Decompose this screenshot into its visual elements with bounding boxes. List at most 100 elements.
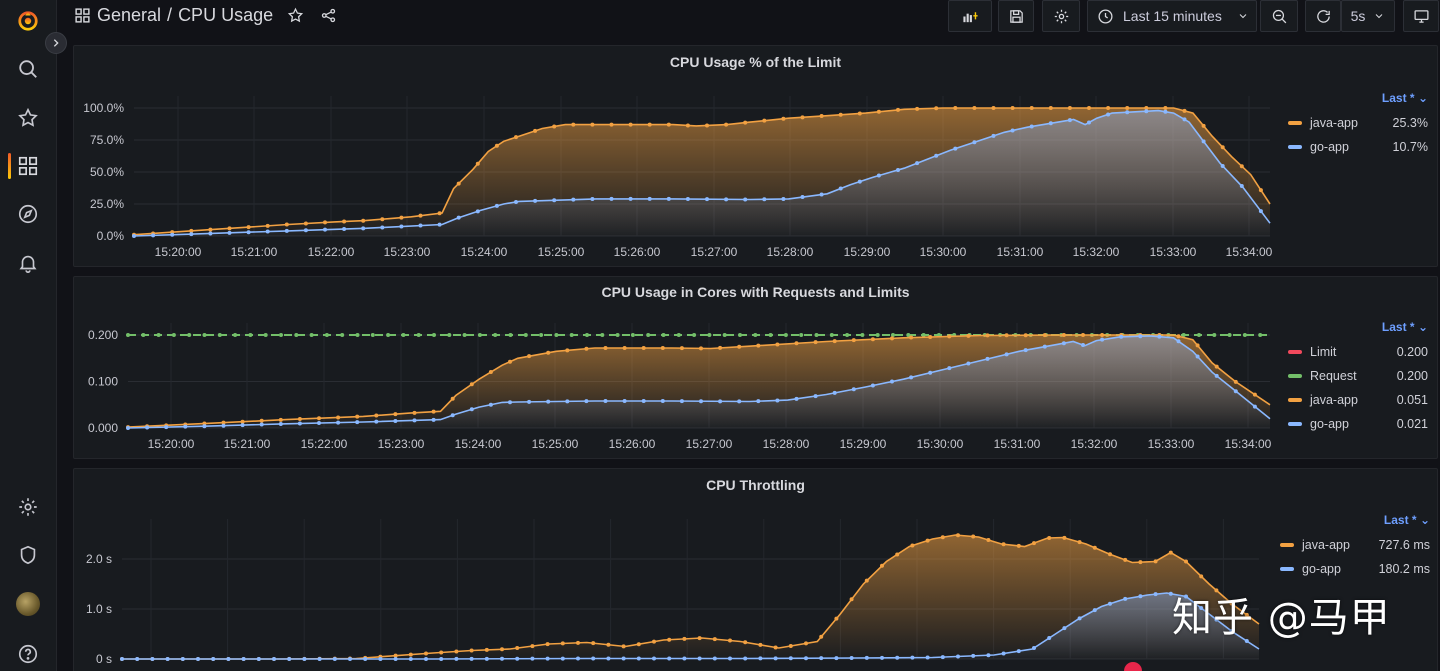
- data-point: [1138, 594, 1143, 599]
- data-point: [284, 222, 289, 227]
- data-point: [1244, 612, 1249, 617]
- data-point: [813, 394, 818, 399]
- data-point: [1119, 334, 1124, 339]
- panel-title[interactable]: CPU Usage % of the Limit: [669, 54, 842, 70]
- x-tick-label: 15:26:00: [614, 245, 661, 259]
- legend-item[interactable]: Limit 0.200: [1288, 340, 1428, 364]
- bell-icon[interactable]: [14, 249, 42, 277]
- dashboards-icon[interactable]: [14, 152, 42, 180]
- legend-sort-header[interactable]: Last * ⌄: [1381, 320, 1428, 334]
- x-tick-label: 15:28:00: [767, 245, 814, 259]
- grafana-logo-icon[interactable]: [14, 7, 42, 35]
- expand-sidebar-button[interactable]: [45, 32, 67, 54]
- data-point: [494, 143, 499, 148]
- panel-cpu-cores[interactable]: CPU Usage in Cores with Requests and Lim…: [73, 276, 1438, 459]
- data-point: [241, 657, 246, 661]
- refresh-button[interactable]: [1305, 0, 1341, 32]
- data-point: [323, 220, 327, 225]
- legend-sort-header[interactable]: Last * ⌄: [1383, 513, 1430, 527]
- legend-item[interactable]: Request 0.200: [1288, 364, 1428, 388]
- data-point: [297, 417, 302, 422]
- x-tick-label: 15:34:00: [1225, 437, 1272, 451]
- panel-cpu-usage-percent[interactable]: CPU Usage % of the Limit 0.0% 25.0% 50.0% 7…: [73, 45, 1438, 267]
- data-point: [569, 333, 574, 337]
- data-point: [646, 333, 651, 337]
- data-point: [336, 420, 341, 425]
- data-point: [208, 227, 213, 232]
- x-tick-label: 15:31:00: [997, 245, 1044, 259]
- data-point: [560, 656, 565, 661]
- data-point: [925, 538, 930, 543]
- star-icon[interactable]: [14, 104, 42, 132]
- data-point: [1004, 352, 1009, 357]
- data-point: [834, 656, 839, 661]
- legend-item[interactable]: go-app 0.021: [1288, 412, 1428, 436]
- time-picker-button[interactable]: Last 15 minutes: [1087, 0, 1257, 32]
- panel-cpu-throttling[interactable]: CPU Throttling 0 s 1.0 s 2.0 s Last * ⌄ ja…: [73, 468, 1438, 671]
- data-point: [753, 333, 758, 337]
- legend-item[interactable]: java-app 0.051: [1288, 388, 1428, 412]
- data-point: [508, 359, 512, 364]
- panel-title[interactable]: CPU Throttling: [706, 477, 805, 493]
- legend-item[interactable]: go-app 10.7%: [1288, 135, 1428, 159]
- data-point: [477, 333, 482, 337]
- data-point: [1176, 334, 1181, 339]
- data-point: [838, 186, 843, 191]
- data-point: [332, 657, 337, 661]
- refresh-interval-picker[interactable]: 5s: [1341, 0, 1395, 32]
- breadcrumb-folder[interactable]: General: [97, 5, 162, 25]
- data-point: [591, 641, 596, 646]
- data-point: [202, 424, 207, 429]
- data-point: [679, 399, 684, 404]
- data-point: [762, 118, 767, 123]
- data-point: [1214, 588, 1219, 593]
- dashboard-settings-button[interactable]: [1042, 0, 1080, 32]
- save-dashboard-button[interactable]: [998, 0, 1034, 32]
- data-point: [546, 350, 551, 355]
- star-icon[interactable]: [287, 7, 304, 24]
- data-point: [603, 399, 608, 404]
- gear-icon[interactable]: [14, 493, 42, 521]
- data-point: [361, 226, 366, 231]
- legend-item[interactable]: go-app 180.2 ms: [1280, 557, 1430, 581]
- dashboard-title[interactable]: CPU Usage: [178, 5, 274, 25]
- x-tick-label: 15:33:00: [1148, 437, 1195, 451]
- chart-area[interactable]: 0.0% 25.0% 50.0% 75.0% 100.0% 15:20:00 15:21:0…: [74, 46, 1439, 268]
- data-point: [1001, 651, 1006, 656]
- data-point: [265, 223, 270, 228]
- data-point: [393, 657, 398, 661]
- legend-item[interactable]: java-app 25.3%: [1288, 111, 1428, 135]
- share-icon[interactable]: [320, 7, 337, 24]
- data-point: [259, 422, 264, 427]
- data-point: [1077, 540, 1082, 545]
- add-panel-button[interactable]: [948, 0, 992, 32]
- data-point: [814, 333, 819, 337]
- dashboards-icon: [75, 8, 90, 23]
- data-point: [712, 656, 717, 661]
- data-point: [1163, 109, 1168, 114]
- panel-title[interactable]: CPU Usage in Cores with Requests and Lim…: [601, 284, 910, 300]
- data-point: [514, 135, 518, 140]
- data-point: [743, 656, 748, 661]
- tv-mode-button[interactable]: [1403, 0, 1439, 32]
- zoom-out-button[interactable]: [1260, 0, 1298, 32]
- series-area-go-app: [122, 593, 1259, 659]
- chart-area[interactable]: 0 s 1.0 s 2.0 s: [74, 469, 1439, 671]
- data-point: [401, 333, 406, 337]
- series-line-java-app[interactable]: [127, 334, 1271, 428]
- shield-icon[interactable]: [14, 541, 42, 569]
- data-point: [500, 647, 504, 652]
- search-icon[interactable]: [14, 55, 42, 83]
- help-icon[interactable]: [14, 640, 42, 668]
- avatar[interactable]: [16, 592, 40, 616]
- data-point: [773, 645, 778, 650]
- legend-sort-header[interactable]: Last * ⌄: [1381, 91, 1428, 105]
- data-point: [615, 333, 620, 337]
- compass-icon[interactable]: [14, 200, 42, 228]
- data-point: [956, 654, 960, 659]
- refresh-interval-label: 5s: [1350, 8, 1366, 24]
- series-area-go-app: [128, 335, 1270, 428]
- data-point: [287, 657, 292, 661]
- chart-area[interactable]: 0.000 0.100 0.200 15:20:00 15:21:00 15:22:00 1…: [74, 277, 1439, 460]
- legend-item[interactable]: java-app 727.6 ms: [1280, 533, 1430, 557]
